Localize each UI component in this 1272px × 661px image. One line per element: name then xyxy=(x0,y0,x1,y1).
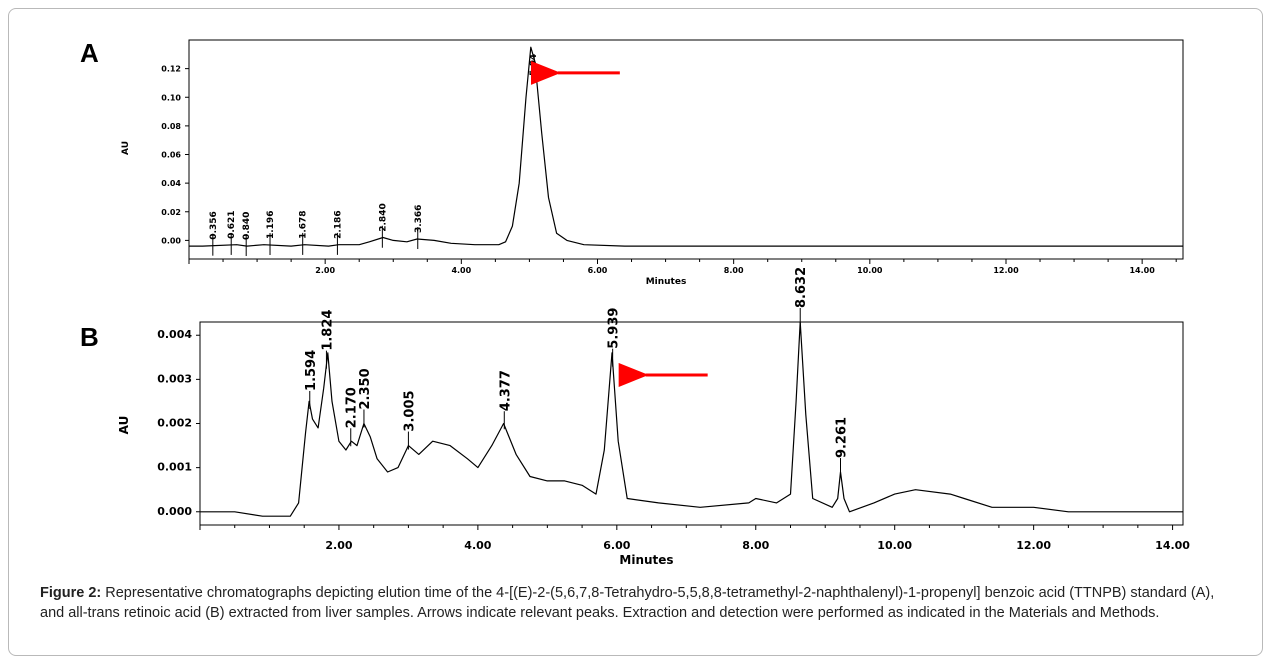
y-tick-label: 0.06 xyxy=(161,151,181,160)
y-tick-label: 0.10 xyxy=(161,93,181,102)
peak-label: 5.939 xyxy=(607,308,622,349)
x-tick-label: 4.00 xyxy=(451,266,471,275)
peak-label: 0.621 xyxy=(227,210,237,238)
y-tick-label: 0.000 xyxy=(157,505,192,518)
caption-text: Representative chromatographs depicting … xyxy=(40,585,1215,621)
caption-lead: Figure 2: xyxy=(40,585,102,601)
peak-label: 4.377 xyxy=(498,370,513,411)
peak-label: 1.196 xyxy=(266,211,276,239)
x-axis-title: Minutes xyxy=(646,277,687,287)
y-tick-label: 0.003 xyxy=(157,372,192,385)
peak-label: 0.356 xyxy=(209,211,219,239)
plot-frame xyxy=(188,39,1184,260)
y-tick-label: 0.04 xyxy=(161,179,181,188)
panel-label: A xyxy=(80,38,99,68)
peak-label: 8.632 xyxy=(794,267,809,308)
peak-label: 5.04 xyxy=(529,54,539,76)
peak-label: 0.840 xyxy=(242,212,252,240)
figure-caption: Figure 2: Representative chromatographs … xyxy=(40,583,1238,623)
x-tick-label: 2.00 xyxy=(325,539,352,552)
y-tick-label: 0.08 xyxy=(161,122,181,131)
x-tick-label: 14.00 xyxy=(1129,266,1155,275)
x-tick-label: 14.00 xyxy=(1155,539,1190,552)
peak-label: 1.678 xyxy=(299,210,309,238)
peak-label: 2.170 xyxy=(345,387,360,428)
x-axis-title: Minutes xyxy=(619,553,673,567)
chromatogram-trace xyxy=(200,322,1183,517)
x-tick-label: 10.00 xyxy=(877,539,912,552)
peak-label: 9.261 xyxy=(835,417,850,458)
y-tick-label: 0.00 xyxy=(161,236,181,245)
x-tick-label: 12.00 xyxy=(1016,539,1051,552)
x-tick-label: 8.00 xyxy=(742,539,769,552)
x-tick-label: 6.00 xyxy=(588,266,608,275)
x-tick-label: 4.00 xyxy=(464,539,491,552)
x-tick-label: 8.00 xyxy=(724,266,744,275)
figure-frame xyxy=(8,8,1263,656)
peak-label: 2.350 xyxy=(358,368,373,409)
panel-b-chart: B 0.000 0.001 0.002 0.003 0.004 2.00 4.00 6.00 8.… xyxy=(80,267,1190,567)
y-tick-label: 0.001 xyxy=(157,461,192,474)
chromatogram-figure: A 0.00 0.02 0.04 0.06 0.08 0.10 0.12 2.00 4.00 6.0… xyxy=(80,38,1190,567)
y-axis-title: AU xyxy=(121,141,131,155)
x-tick-label: 2.00 xyxy=(315,266,335,275)
y-tick-label: 0.002 xyxy=(157,417,192,430)
peak-label: 2.840 xyxy=(378,203,388,231)
y-tick-label: 0.12 xyxy=(161,65,181,74)
x-tick-label: 12.00 xyxy=(993,266,1019,275)
peak-label: 2.186 xyxy=(333,210,343,238)
chromatogram-trace xyxy=(189,46,1183,247)
x-tick-label: 6.00 xyxy=(603,539,630,552)
peak-label: 1.594 xyxy=(304,350,319,391)
y-axis-title: AU xyxy=(117,416,131,435)
panel-label: B xyxy=(80,322,99,352)
peak-label: 1.824 xyxy=(320,310,335,351)
peak-label: 3.366 xyxy=(414,205,424,233)
peak-label: 3.005 xyxy=(402,390,417,431)
y-tick-label: 0.004 xyxy=(157,328,192,341)
y-tick-label: 0.02 xyxy=(161,208,181,217)
panel-a-chart: A 0.00 0.02 0.04 0.06 0.08 0.10 0.12 2.00 4.00 6.0… xyxy=(80,38,1184,287)
x-tick-label: 10.00 xyxy=(857,266,883,275)
